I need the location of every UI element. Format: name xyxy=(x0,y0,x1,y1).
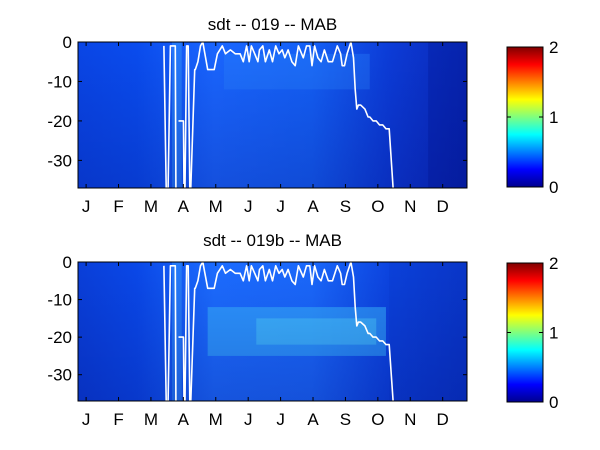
depth-line xyxy=(163,41,394,189)
x-tick-label: O xyxy=(371,410,384,429)
axes-frame xyxy=(77,41,468,189)
colorbar-tick-label: 1 xyxy=(549,108,558,127)
x-tick-label: N xyxy=(404,410,416,429)
x-tick-label: F xyxy=(113,410,123,429)
y-tick-label: -10 xyxy=(47,291,72,310)
heatmap-depth-shade xyxy=(78,262,467,401)
depth-line xyxy=(163,261,394,402)
x-tick-label: M xyxy=(144,410,158,429)
x-tick-label: M xyxy=(209,197,223,216)
x-tick-label: J xyxy=(82,197,91,216)
x-tick-label: J xyxy=(276,197,285,216)
heatmap-depth-shade xyxy=(78,42,467,188)
x-tick-label: F xyxy=(113,197,123,216)
x-tick-label: A xyxy=(307,197,319,216)
colorbar-tick-label: 0 xyxy=(549,178,558,197)
x-tick-label: A xyxy=(178,197,190,216)
y-tick-label: -20 xyxy=(47,328,72,347)
colorbar-tick-label: 2 xyxy=(549,38,558,57)
x-tick-label: D xyxy=(437,197,449,216)
y-tick-label: -10 xyxy=(47,72,72,91)
x-tick-label: M xyxy=(209,410,223,429)
colorbar xyxy=(506,262,544,403)
y-tick-label: -20 xyxy=(47,112,72,131)
y-tick-label: 0 xyxy=(63,33,72,52)
chart-title: sdt -- 019b -- MAB xyxy=(203,231,342,250)
colorbar xyxy=(506,46,544,188)
y-tick-label: -30 xyxy=(47,151,72,170)
x-tick-label: A xyxy=(307,410,319,429)
x-tick-label: D xyxy=(437,410,449,429)
x-tick-label: J xyxy=(244,197,253,216)
y-tick-label: -30 xyxy=(47,366,72,385)
colorbar-tick-label: 0 xyxy=(549,393,558,412)
x-tick-label: S xyxy=(340,410,351,429)
axes-frame xyxy=(77,261,468,402)
x-tick-label: J xyxy=(82,410,91,429)
x-tick-label: J xyxy=(244,410,253,429)
colorbar-tick-label: 2 xyxy=(549,254,558,273)
x-tick-label: N xyxy=(404,197,416,216)
x-tick-label: M xyxy=(144,197,158,216)
x-tick-label: S xyxy=(340,197,351,216)
chart-title: sdt -- 019 -- MAB xyxy=(208,15,337,34)
x-tick-label: A xyxy=(178,410,190,429)
y-tick-label: 0 xyxy=(63,253,72,272)
x-tick-label: J xyxy=(276,410,285,429)
colorbar-tick-label: 1 xyxy=(549,324,558,343)
x-tick-label: O xyxy=(371,197,384,216)
